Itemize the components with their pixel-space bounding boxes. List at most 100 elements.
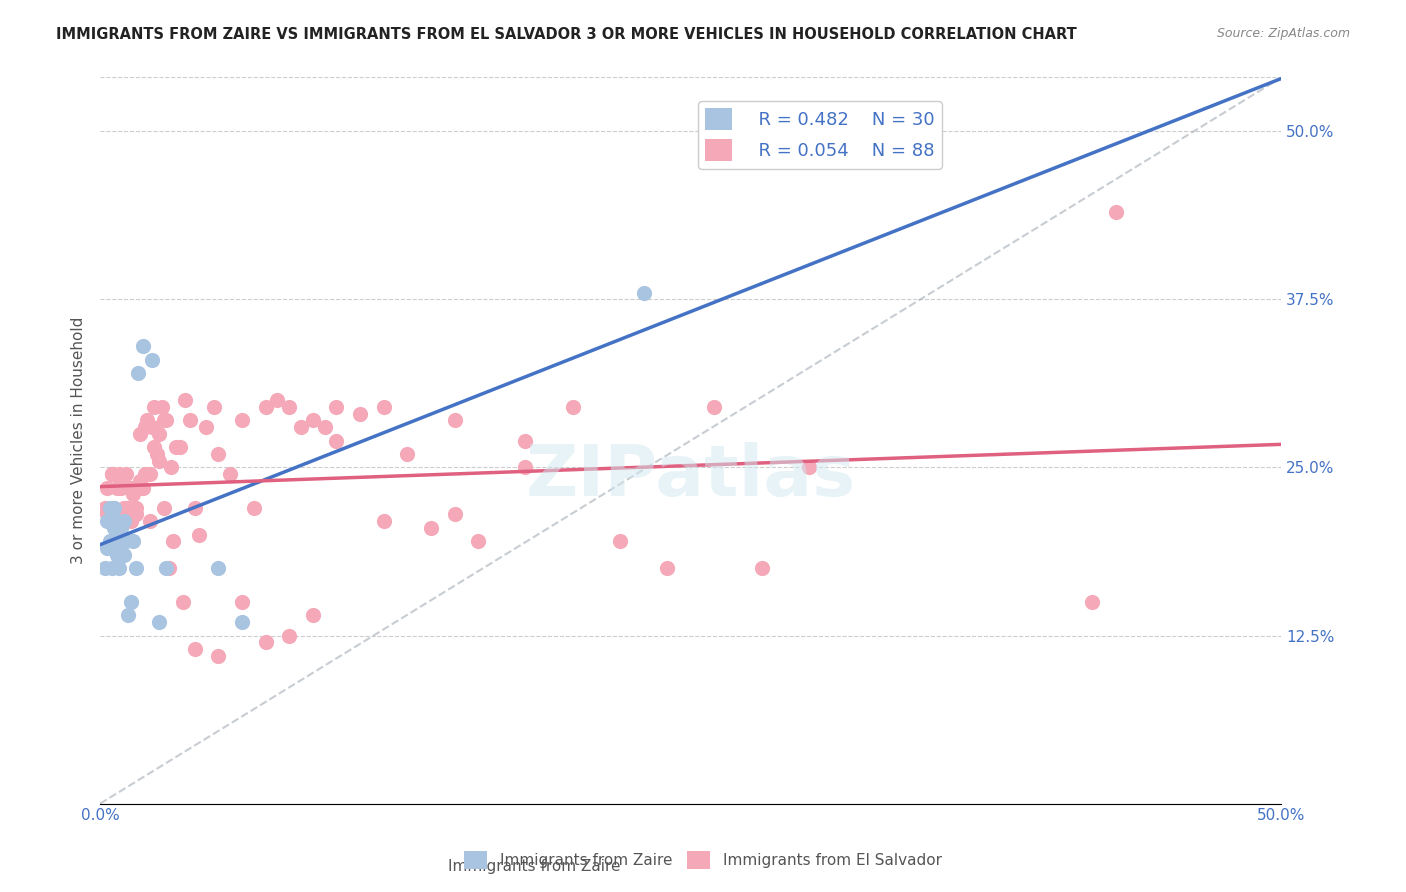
Point <box>278 400 301 414</box>
Point <box>105 514 128 528</box>
Point <box>108 561 131 575</box>
Point <box>108 467 131 482</box>
Point <box>396 447 419 461</box>
Point <box>797 460 820 475</box>
Point <box>373 514 395 528</box>
Point <box>183 642 205 657</box>
Point <box>105 548 128 562</box>
Point <box>103 534 125 549</box>
Point <box>122 534 145 549</box>
Point <box>141 420 163 434</box>
Legend:   R = 0.482    N = 30,   R = 0.054    N = 88: R = 0.482 N = 30, R = 0.054 N = 88 <box>697 101 942 169</box>
Point <box>373 400 395 414</box>
Point <box>98 500 121 515</box>
Point <box>207 447 229 461</box>
Point <box>207 561 229 575</box>
Point <box>703 400 725 414</box>
Point <box>131 481 153 495</box>
Point <box>124 500 146 515</box>
Point <box>231 615 253 629</box>
Text: ZIPatlas: ZIPatlas <box>526 442 856 511</box>
Point <box>202 400 225 414</box>
Point <box>101 467 124 482</box>
Point <box>188 527 211 541</box>
Point <box>131 339 153 353</box>
Point <box>325 400 347 414</box>
Point <box>94 500 117 515</box>
Point <box>127 481 149 495</box>
Point <box>148 453 170 467</box>
Point <box>127 366 149 380</box>
Point <box>122 487 145 501</box>
Point <box>98 508 121 522</box>
Point <box>155 561 177 575</box>
Point <box>655 561 678 575</box>
Point <box>129 426 152 441</box>
Point <box>169 440 191 454</box>
Point <box>120 514 142 528</box>
Point <box>301 608 323 623</box>
Point <box>1081 595 1104 609</box>
Point <box>301 413 323 427</box>
Point <box>157 561 180 575</box>
Point <box>242 500 264 515</box>
Point <box>101 514 124 528</box>
Point <box>1105 205 1128 219</box>
Point <box>101 467 124 482</box>
Point <box>112 548 135 562</box>
Point <box>148 615 170 629</box>
Point <box>98 534 121 549</box>
Point <box>120 481 142 495</box>
Point <box>254 400 277 414</box>
Point <box>110 521 132 535</box>
Point <box>325 434 347 448</box>
Point <box>143 440 166 454</box>
Point <box>349 407 371 421</box>
Point <box>110 481 132 495</box>
Point <box>162 534 184 549</box>
Text: Immigrants from Zaire: Immigrants from Zaire <box>449 859 620 874</box>
Point <box>96 481 118 495</box>
Point <box>124 561 146 575</box>
Point <box>115 500 138 515</box>
Point <box>183 500 205 515</box>
Point <box>129 474 152 488</box>
Point <box>139 467 162 482</box>
Point <box>96 508 118 522</box>
Point <box>134 420 156 434</box>
Point <box>124 508 146 522</box>
Point <box>112 514 135 528</box>
Point <box>101 561 124 575</box>
Point <box>110 474 132 488</box>
Point <box>290 420 312 434</box>
Point <box>443 413 465 427</box>
Point <box>515 434 537 448</box>
Point <box>165 440 187 454</box>
Point <box>172 595 194 609</box>
Point <box>231 595 253 609</box>
Text: IMMIGRANTS FROM ZAIRE VS IMMIGRANTS FROM EL SALVADOR 3 OR MORE VEHICLES IN HOUSE: IMMIGRANTS FROM ZAIRE VS IMMIGRANTS FROM… <box>56 27 1077 42</box>
Point <box>96 541 118 555</box>
Point <box>207 648 229 663</box>
Point <box>153 413 176 427</box>
Point <box>561 400 583 414</box>
Point <box>160 460 183 475</box>
Point <box>155 413 177 427</box>
Point <box>112 500 135 515</box>
Point <box>467 534 489 549</box>
Point <box>278 628 301 642</box>
Point <box>115 534 138 549</box>
Point <box>136 413 159 427</box>
Point <box>254 635 277 649</box>
Point <box>139 514 162 528</box>
Point <box>266 393 288 408</box>
Point <box>609 534 631 549</box>
Point <box>195 420 218 434</box>
Point <box>443 508 465 522</box>
Point <box>103 500 125 515</box>
Point <box>219 467 242 482</box>
Point <box>134 467 156 482</box>
Point <box>174 393 197 408</box>
Point <box>633 285 655 300</box>
Legend: Immigrants from Zaire, Immigrants from El Salvador: Immigrants from Zaire, Immigrants from E… <box>458 845 948 875</box>
